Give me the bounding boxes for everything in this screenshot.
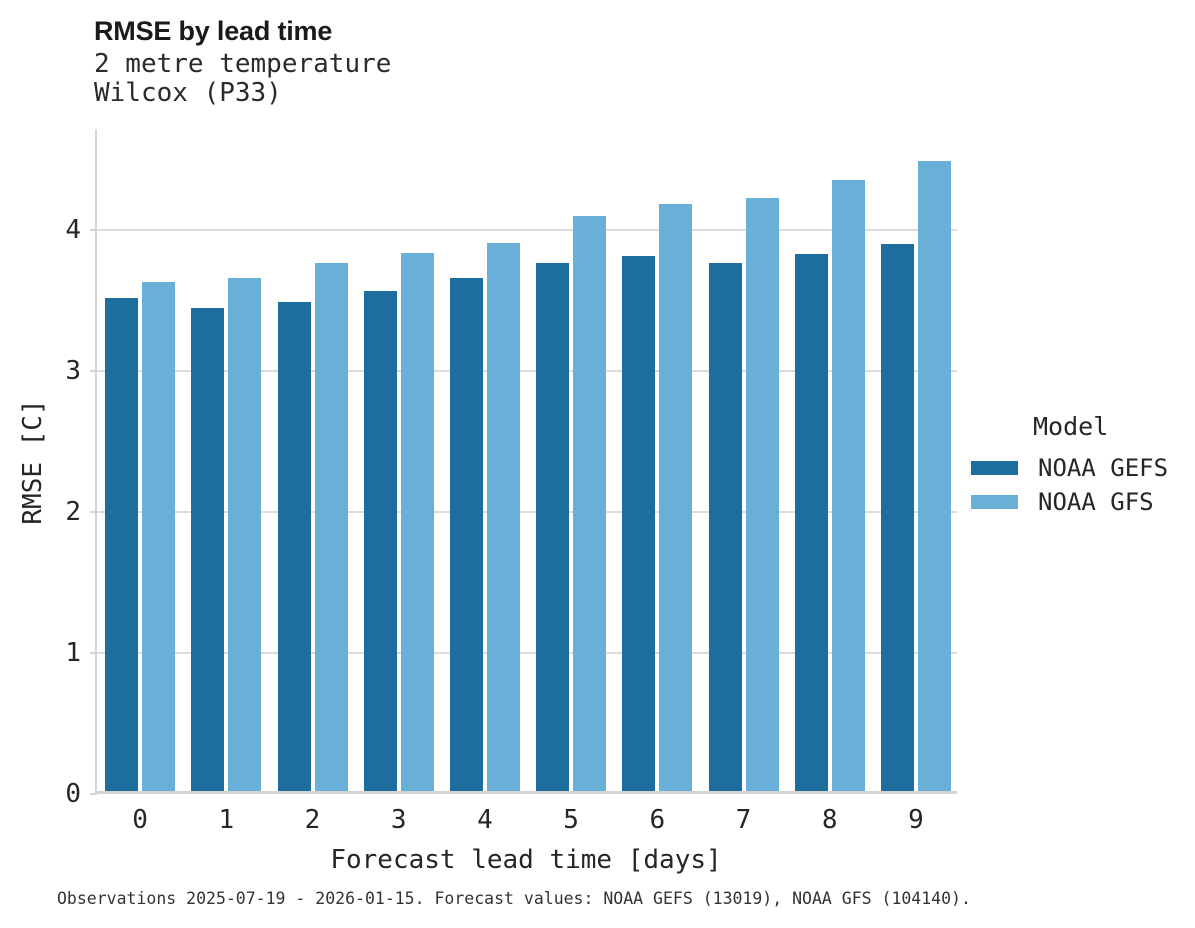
gridline-y-3 bbox=[97, 370, 957, 373]
bar-noaa-gefs-lead-4 bbox=[449, 278, 483, 791]
legend-swatch-noaa-gefs bbox=[971, 461, 1018, 475]
gridline-y-4 bbox=[97, 229, 957, 232]
y-tick-label-1: 1 bbox=[65, 638, 81, 669]
bar-noaa-gfs-lead-0 bbox=[142, 282, 176, 791]
bar-noaa-gefs-lead-7 bbox=[708, 262, 742, 791]
legend-label-noaa-gfs: NOAA GFS bbox=[1038, 488, 1154, 516]
y-tick-mark-4 bbox=[90, 229, 97, 232]
bar-noaa-gefs-lead-1 bbox=[191, 307, 225, 791]
legend-swatch-noaa-gfs bbox=[971, 495, 1018, 509]
x-tick-label-3: 3 bbox=[390, 805, 407, 835]
chart-subtitle: 2 metre temperature Wilcox (P33) bbox=[94, 50, 391, 107]
y-tick-mark-2 bbox=[90, 511, 97, 514]
x-tick-label-6: 6 bbox=[649, 805, 666, 835]
bar-noaa-gfs-lead-2 bbox=[314, 262, 348, 791]
footer-caption: Observations 2025-07-19 - 2026-01-15. Fo… bbox=[57, 889, 971, 908]
x-tick-label-8: 8 bbox=[821, 805, 838, 835]
x-tick-label-1: 1 bbox=[218, 805, 235, 835]
bar-noaa-gfs-lead-8 bbox=[831, 179, 865, 791]
legend-item-noaa-gefs: NOAA GEFS bbox=[971, 451, 1195, 485]
bar-noaa-gfs-lead-9 bbox=[917, 161, 951, 791]
x-tick-label-9: 9 bbox=[908, 805, 924, 835]
y-tick-mark-0 bbox=[90, 793, 97, 795]
bar-noaa-gfs-lead-1 bbox=[228, 278, 262, 791]
bar-noaa-gefs-lead-6 bbox=[622, 255, 656, 791]
bar-noaa-gfs-lead-5 bbox=[573, 216, 607, 791]
bar-noaa-gefs-lead-5 bbox=[536, 262, 570, 791]
y-tick-label-2: 2 bbox=[65, 497, 81, 528]
legend-title: Model bbox=[1033, 412, 1109, 441]
plot-area: 0 1 2 3 4 0 1 2 3 4 5 6 7 8 9 bbox=[65, 129, 957, 835]
gridline-y-1 bbox=[97, 652, 957, 655]
bar-noaa-gefs-lead-0 bbox=[105, 297, 139, 791]
x-tick-label-5: 5 bbox=[563, 805, 579, 835]
chart-subtitle-line-1: 2 metre temperature bbox=[94, 49, 392, 79]
y-tick-label-0: 0 bbox=[65, 779, 81, 809]
bar-noaa-gefs-lead-8 bbox=[794, 254, 828, 791]
x-tick-label-0: 0 bbox=[132, 805, 148, 835]
x-tick-label-7: 7 bbox=[735, 805, 752, 835]
bar-noaa-gefs-lead-3 bbox=[363, 290, 397, 791]
legend-item-noaa-gfs: NOAA GFS bbox=[971, 485, 1195, 519]
x-tick-label-4: 4 bbox=[477, 805, 493, 835]
bar-noaa-gfs-lead-3 bbox=[400, 252, 434, 791]
bar-noaa-gefs-lead-2 bbox=[277, 302, 311, 791]
chart-title: RMSE by lead time bbox=[94, 16, 333, 46]
bar-noaa-gefs-lead-9 bbox=[880, 244, 914, 791]
gridline-y-2 bbox=[97, 511, 957, 514]
legend-label-noaa-gefs: NOAA GEFS bbox=[1038, 454, 1169, 482]
bar-noaa-gfs-lead-4 bbox=[486, 242, 520, 791]
y-tick-mark-1 bbox=[90, 652, 97, 655]
y-tick-label-4: 4 bbox=[65, 215, 81, 246]
x-tick-label-2: 2 bbox=[304, 805, 321, 835]
legend: Model NOAA GEFS NOAA GFS bbox=[971, 412, 1195, 519]
y-tick-label-3: 3 bbox=[65, 356, 81, 387]
bar-noaa-gfs-lead-7 bbox=[745, 197, 779, 791]
chart-subtitle-line-2: Wilcox (P33) bbox=[94, 77, 282, 108]
bar-noaa-gfs-lead-6 bbox=[659, 203, 693, 791]
x-axis-title: Forecast lead time [days] bbox=[330, 845, 722, 875]
y-tick-mark-3 bbox=[90, 370, 97, 373]
